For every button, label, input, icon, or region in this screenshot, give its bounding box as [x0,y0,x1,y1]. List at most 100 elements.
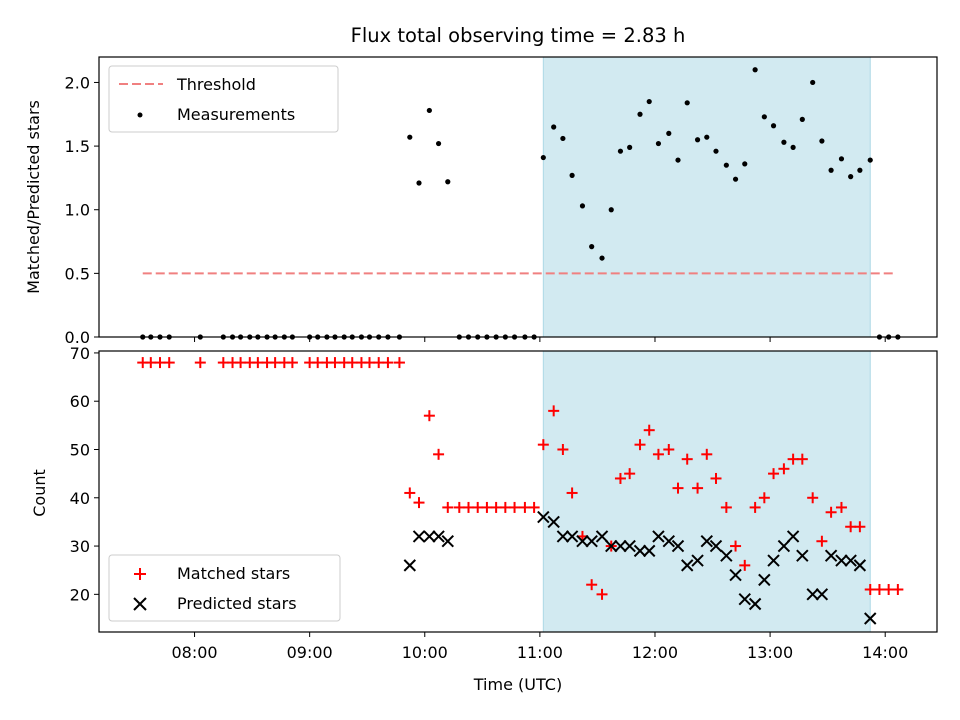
matched-star-point [235,357,247,369]
matched-star-point [730,540,742,552]
predicted-star-point [423,530,436,543]
matched-star-point [433,448,445,460]
measurement-point [723,162,729,168]
matched-star-point [835,501,847,513]
predicted-star-point [671,539,685,553]
matched-star-point [796,453,808,465]
matched-star-point [758,492,770,504]
matched-star-point [404,487,416,499]
measurement-point [407,134,413,140]
matched-star-point [652,448,664,460]
matched-star-point [634,439,646,451]
matched-star-point [825,506,837,518]
matched-star-point [586,579,598,591]
predicted-star-point [796,549,809,562]
predicted-star-point [556,530,570,543]
predicted-star-point [835,554,848,567]
predicted-star-point [709,539,723,553]
legend-predicted-marker [133,597,147,611]
matched-star-point [624,468,636,480]
predicted-star-point [700,535,713,548]
predicted-star-point [806,588,819,601]
measurement-point [416,180,422,186]
bottom-legend-box [108,554,341,622]
top-shaded-span [542,57,871,337]
predicted-star-point [662,535,676,548]
matched-star-point [854,521,866,533]
matched-star-point [845,521,857,533]
bottom-shaded-span [542,351,871,632]
predicted-star-point [786,530,800,543]
bottom-series [137,357,904,625]
predicted-star-point [729,568,742,582]
measurement-point [627,144,633,150]
matched-star-point [499,501,511,513]
matched-star-point [481,501,493,513]
measurement-point [646,98,652,105]
measurement-point [589,244,595,250]
matched-star-point [312,357,324,369]
measurement-point [435,140,442,147]
matched-star-point [873,584,885,596]
measurement-point [742,161,748,167]
measurement-point [540,154,546,161]
measurement-point [781,139,787,145]
measurement-point [867,157,873,163]
matched-star-point [692,482,704,494]
bottom-legend: Matched stars Predicted stars [108,554,341,622]
matched-star-point [509,501,521,513]
matched-star-point [463,501,475,513]
top-y-axis-label: Matched/Predicted stars [24,100,43,294]
predicted-star-point [605,539,618,553]
legend-threshold-label: Threshold [176,75,256,94]
matched-star-point [701,448,713,460]
matched-star-point [163,357,175,369]
matched-star-point [364,357,376,369]
predicted-star-point [720,549,733,562]
matched-star-point [154,357,166,369]
measurement-point [713,148,719,154]
measurement-point [790,144,796,150]
predicted-star-point [853,559,867,572]
legend-measurements-marker [137,112,143,118]
measurement-point [445,179,451,185]
predicted-star-point [403,559,417,572]
top-legend-box [108,65,339,133]
matched-star-point [373,357,385,369]
top-panel: 0.00.51.01.52.0 Matched/Predicted stars … [24,56,938,347]
matched-star-point [329,357,341,369]
predicted-star-point [565,530,579,543]
legend-predicted-label: Predicted stars [177,594,297,613]
matched-star-point [557,443,569,455]
predicted-star-point [748,597,762,611]
bottom-x-axis: 08:00 09:00 10:00 11:00 12:00 13:00 14:00 [171,632,908,662]
matched-star-point [672,482,684,494]
measurement-point [637,111,643,117]
measurement-point [819,138,825,144]
measurement-point [761,114,767,120]
y-tick-label: 2.0 [65,73,90,92]
predicted-star-point [441,535,454,548]
matched-star-point [548,405,560,417]
predicted-star-point [815,588,829,601]
x-tick-label: 11:00 [517,643,563,662]
predicted-star-point [777,539,791,553]
predicted-star-point [758,573,771,587]
matched-star-point [413,497,425,509]
predicted-star-point [595,530,609,543]
measurement-point [655,140,662,147]
predicted-star-point [738,592,751,606]
measurement-point [666,130,672,136]
shaded-span-rect [543,57,871,337]
y-tick-label: 0.0 [65,328,90,347]
x-tick-label: 08:00 [171,643,217,662]
predicted-star-point [643,544,656,558]
x-tick-label: 14:00 [862,643,908,662]
y-tick-label: 30 [70,537,90,556]
y-tick-label: 40 [70,489,90,508]
measurement-point [551,124,557,130]
measurement-point [828,167,834,173]
predicted-star-point [681,559,694,572]
predicted-star-point [691,554,704,567]
